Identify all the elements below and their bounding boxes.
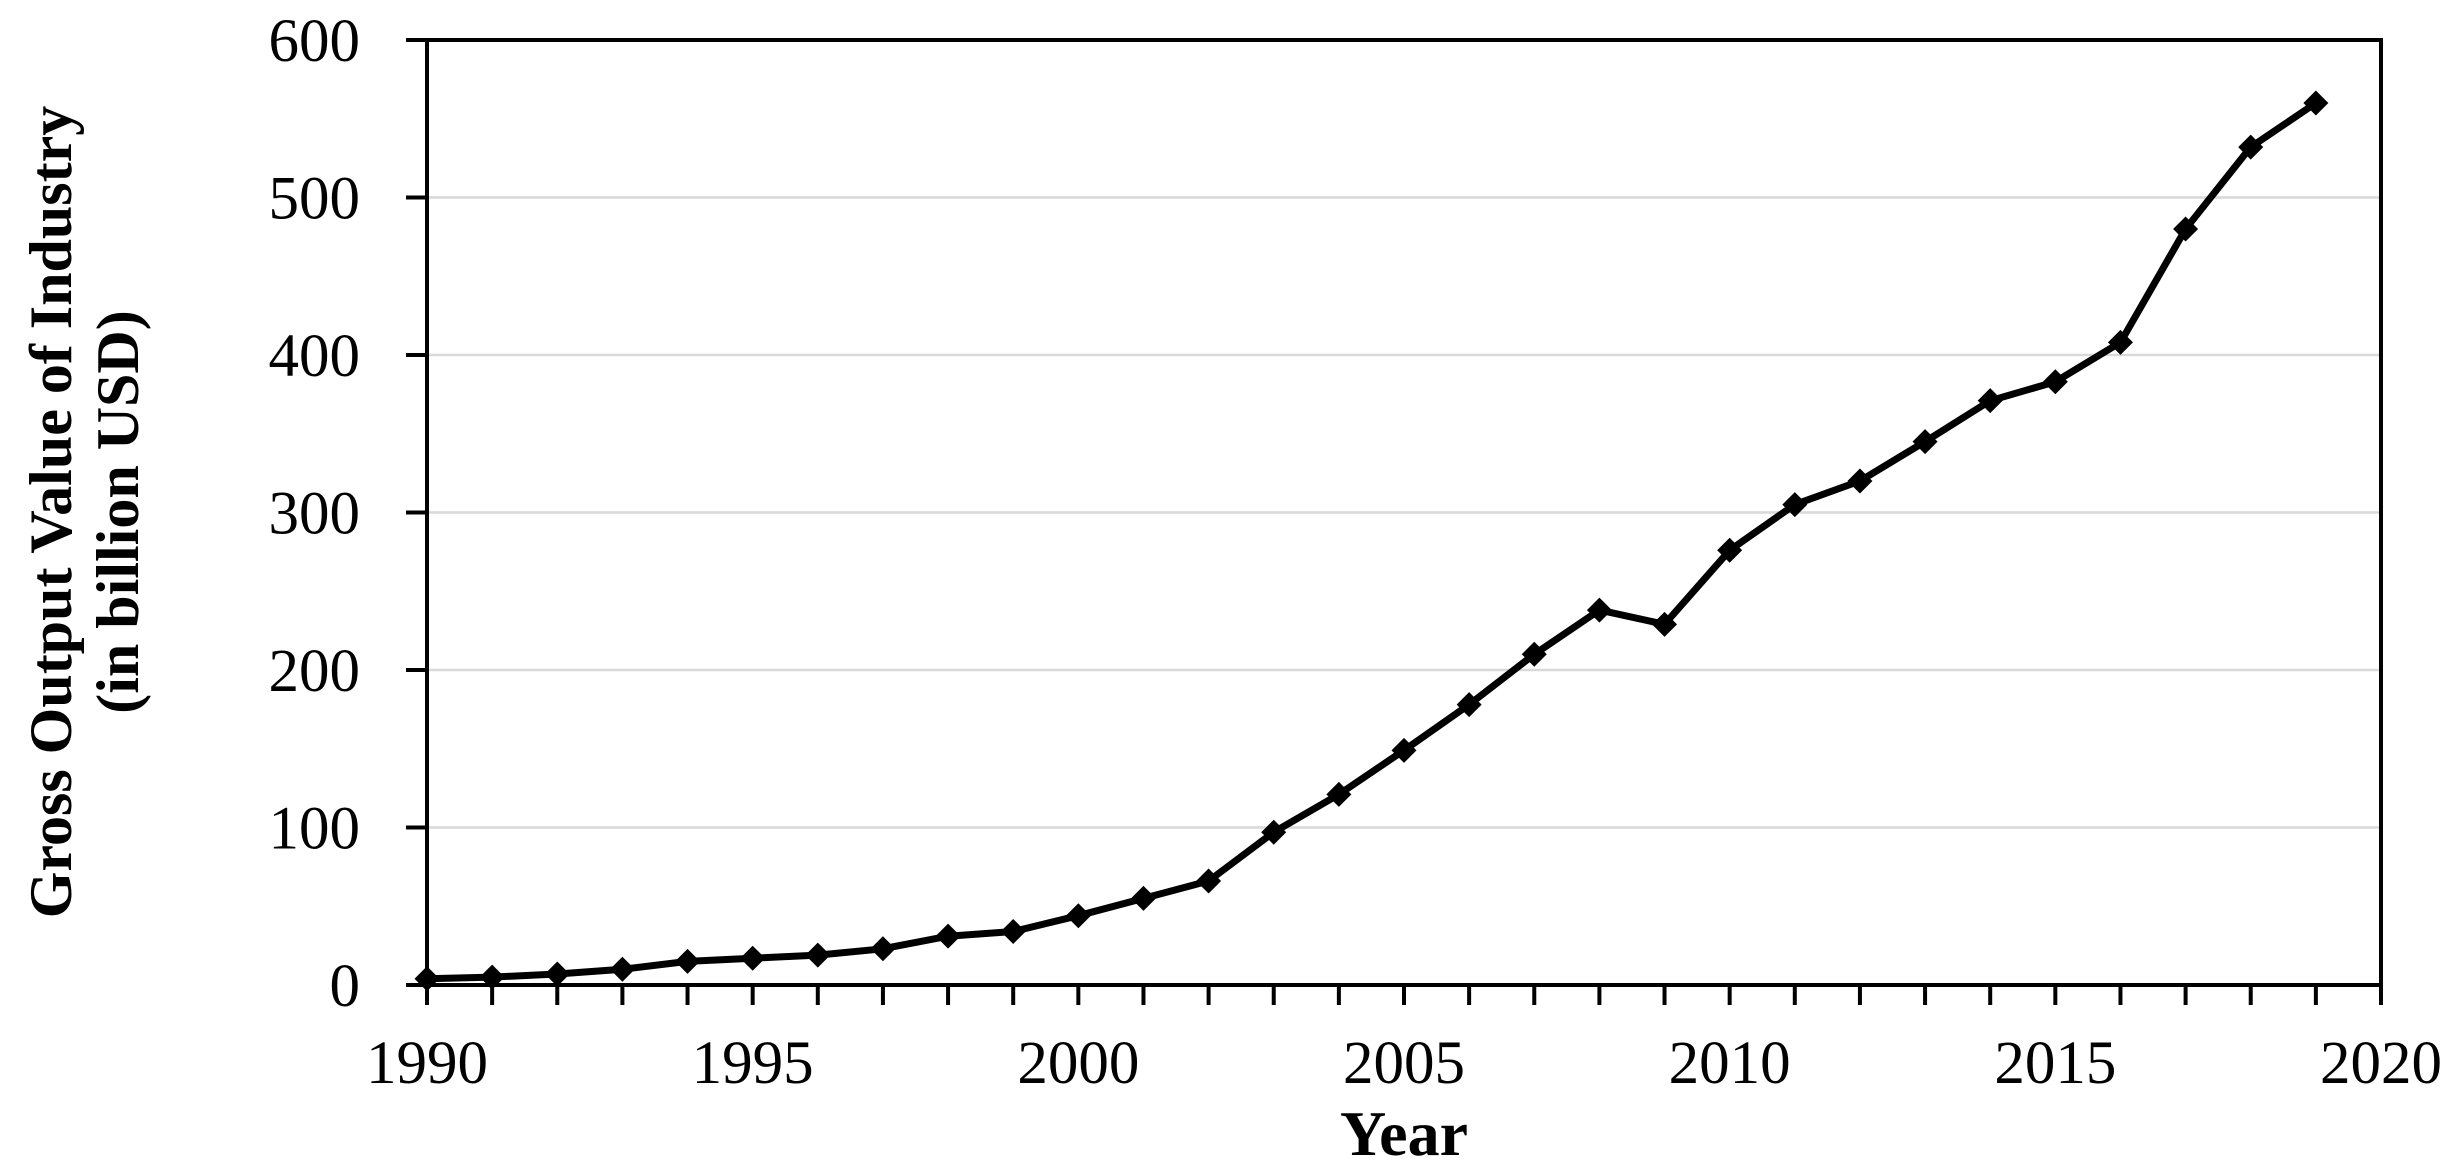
data-point-marker bbox=[414, 966, 440, 992]
y-axis-title-line1: Gross Output Value of Industry bbox=[18, 106, 84, 918]
data-point-marker bbox=[479, 964, 505, 990]
data-point-marker bbox=[1326, 781, 1352, 807]
data-point-marker bbox=[2173, 216, 2199, 242]
data-point-marker bbox=[935, 923, 961, 949]
data-point-marker bbox=[2303, 90, 2329, 116]
data-point-marker bbox=[1000, 918, 1026, 944]
y-tick-label: 500 bbox=[269, 166, 361, 233]
data-point-marker bbox=[805, 942, 831, 968]
x-axis-title: Year bbox=[1340, 1098, 1468, 1169]
data-point-marker bbox=[1391, 737, 1417, 763]
data-point-marker bbox=[870, 936, 896, 962]
x-tick-label: 2000 bbox=[1017, 1030, 1139, 1097]
x-tick-label: 1995 bbox=[692, 1030, 814, 1097]
data-point-marker bbox=[1912, 429, 1938, 455]
y-tick-label: 400 bbox=[269, 323, 361, 390]
x-tick-label: 2010 bbox=[1669, 1030, 1791, 1097]
data-point-marker bbox=[1586, 597, 1612, 623]
data-point-marker bbox=[544, 961, 570, 987]
data-series bbox=[414, 90, 2329, 992]
x-tick-label: 2020 bbox=[2320, 1030, 2442, 1097]
y-tick-label: 600 bbox=[269, 8, 361, 75]
data-point-marker bbox=[1717, 537, 1743, 563]
y-tick-label: 0 bbox=[330, 953, 361, 1020]
data-point-marker bbox=[1196, 868, 1222, 894]
y-tick-label: 300 bbox=[269, 481, 361, 548]
data-point-marker bbox=[740, 945, 766, 971]
x-tick-label: 2015 bbox=[1994, 1030, 2116, 1097]
data-point-marker bbox=[675, 948, 701, 974]
gridlines bbox=[427, 196, 2381, 829]
data-point-marker bbox=[609, 956, 635, 982]
data-point-marker bbox=[1130, 885, 1156, 911]
data-point-marker bbox=[1977, 388, 2003, 414]
data-point-marker bbox=[1652, 611, 1678, 637]
axis-ticks bbox=[406, 38, 2383, 1005]
x-tick-label: 1990 bbox=[366, 1030, 488, 1097]
y-axis-title-line2: (in billion USD) bbox=[85, 310, 151, 713]
data-point-marker bbox=[1456, 692, 1482, 718]
x-tick-label: 2005 bbox=[1343, 1030, 1465, 1097]
data-line bbox=[423, 99, 2320, 983]
data-point-marker bbox=[2238, 134, 2264, 160]
data-point-marker bbox=[1521, 641, 1547, 667]
data-point-marker bbox=[1782, 492, 1808, 518]
data-point-marker bbox=[1261, 819, 1287, 845]
data-point-marker bbox=[1847, 468, 1873, 494]
y-tick-label: 100 bbox=[269, 796, 361, 863]
data-point-marker bbox=[1065, 903, 1091, 929]
y-tick-label: 200 bbox=[269, 638, 361, 705]
tick-labels: 0 100 200 300 400 500 600 1990 1995 2000 2005 2010 2… bbox=[269, 8, 2443, 1097]
data-point-marker bbox=[2042, 369, 2068, 395]
data-point-marker bbox=[2107, 329, 2133, 355]
